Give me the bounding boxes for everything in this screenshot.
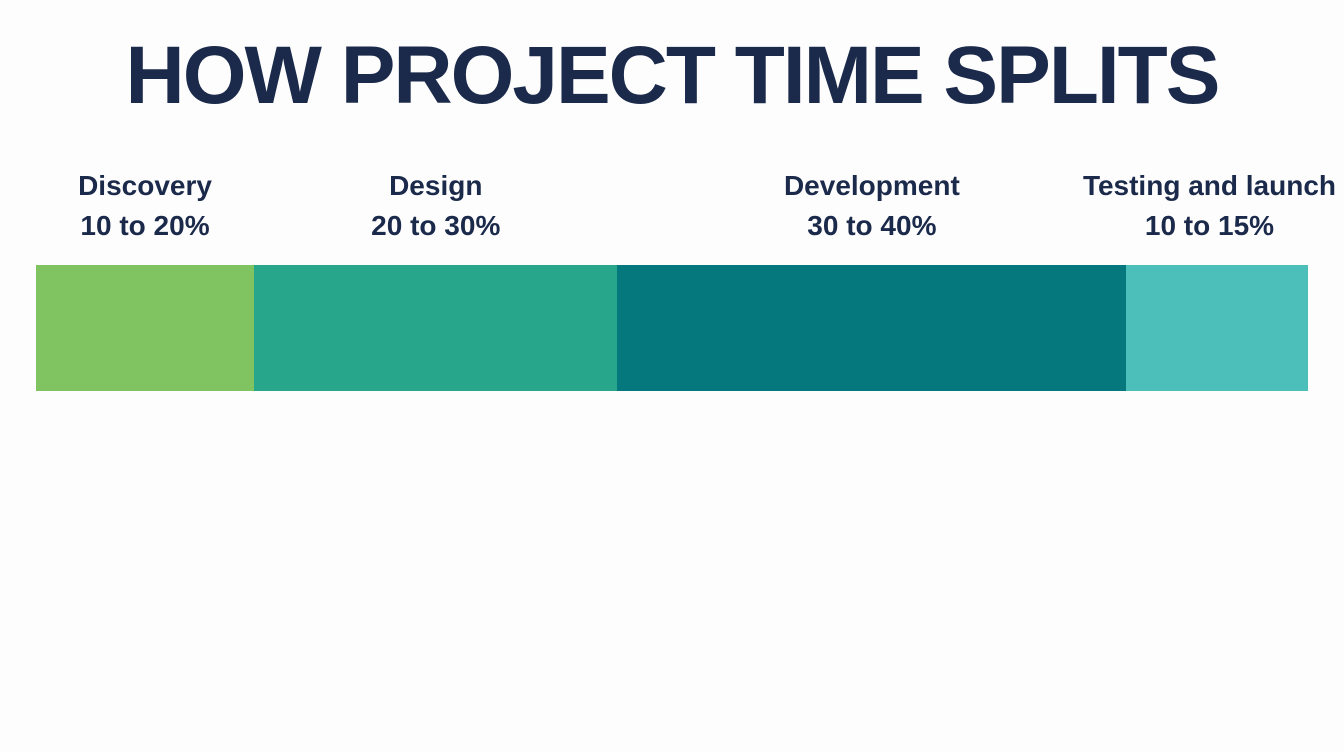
segment-range: 10 to 20% xyxy=(80,210,210,241)
segment-range: 20 to 30% xyxy=(371,210,501,241)
stacked-bar xyxy=(36,265,1308,391)
segment-name: Design xyxy=(389,170,483,201)
segment-labels: Discovery 10 to 20% Design 20 to 30% Develop… xyxy=(0,166,1344,246)
page-title: HOW PROJECT TIME SPLITS xyxy=(125,30,1221,121)
segment-label: Discovery 10 to 20% xyxy=(78,166,212,246)
bar-segment-testing-and-launch xyxy=(1126,265,1308,391)
bar-segment-development xyxy=(617,265,1127,391)
segment-label: Testing and launch 10 to 15% xyxy=(1083,166,1336,246)
segment-label: Design 20 to 30% xyxy=(371,166,500,246)
bar-segment-design xyxy=(254,265,618,391)
segment-range: 10 to 15% xyxy=(1144,210,1275,241)
segment-label: Development 30 to 40% xyxy=(784,166,960,246)
segment-name: Development xyxy=(783,170,960,201)
segment-range: 30 to 40% xyxy=(807,210,937,241)
bar-segment-discovery xyxy=(36,265,255,391)
segment-name: Discovery xyxy=(78,170,212,201)
segment-name: Testing and launch xyxy=(1082,170,1336,201)
